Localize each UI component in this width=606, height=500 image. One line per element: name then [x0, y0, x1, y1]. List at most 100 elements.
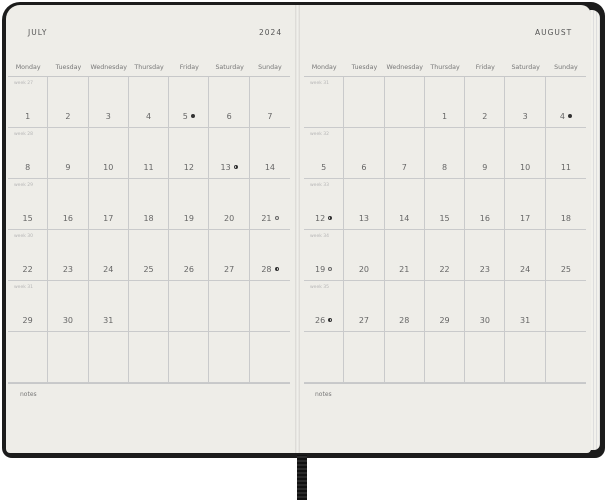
day-cell[interactable]: 11	[545, 128, 587, 179]
day-cell[interactable]: 30	[48, 281, 89, 332]
day-number: 30	[62, 316, 74, 325]
day-cell[interactable]: 20	[344, 230, 385, 281]
day-cell[interactable]: 9	[465, 128, 506, 179]
day-cell[interactable]: 20	[209, 179, 250, 230]
day-cell[interactable]	[384, 77, 425, 128]
day-cell[interactable]	[48, 332, 89, 383]
day-cell[interactable]: 2	[465, 77, 506, 128]
day-cell[interactable]: 27	[209, 230, 250, 281]
month-grid: week 31 1 2 3 4 week 32 5 6 7 8 9 10 11 week 33 12 13 14…	[304, 76, 587, 384]
day-cell[interactable]: 18	[545, 179, 587, 230]
week-number: week 30	[14, 234, 33, 239]
day-cell[interactable]: 11	[128, 128, 170, 179]
day-cell[interactable]: 13	[344, 179, 385, 230]
day-number: 4	[145, 112, 152, 121]
day-cell[interactable]: 28	[384, 281, 425, 332]
day-cell[interactable]	[424, 332, 466, 383]
day-cell[interactable]: 7	[384, 128, 425, 179]
day-cell[interactable]	[465, 332, 506, 383]
day-cell[interactable]: 14	[249, 128, 291, 179]
day-cell[interactable]	[209, 332, 250, 383]
day-cell[interactable]: 29	[424, 281, 466, 332]
day-number: 14	[264, 163, 276, 172]
day-cell[interactable]: 26	[169, 230, 210, 281]
day-cell[interactable]	[209, 281, 250, 332]
day-cell[interactable]: 7	[249, 77, 291, 128]
day-cell[interactable]	[545, 281, 587, 332]
day-cell[interactable]: 10	[505, 128, 546, 179]
week-number: week 29	[14, 183, 33, 188]
day-cell[interactable]: 15	[424, 179, 466, 230]
day-cell[interactable]: 25	[128, 230, 170, 281]
day-cell[interactable]	[8, 332, 49, 383]
last-moon-icon	[274, 267, 279, 271]
day-cell[interactable]: 3	[505, 77, 546, 128]
day-cell[interactable]: 22	[424, 230, 466, 281]
day-number: 23	[62, 265, 74, 274]
day-cell[interactable]: 4	[128, 77, 170, 128]
day-cell[interactable]	[505, 332, 546, 383]
day-cell[interactable]: 24	[505, 230, 546, 281]
day-number: 15	[22, 214, 33, 223]
day-cell[interactable]: 18	[128, 179, 170, 230]
day-cell[interactable]	[88, 332, 129, 383]
day-number: 24	[103, 265, 114, 274]
day-cell[interactable]: 5	[169, 77, 210, 128]
day-cell[interactable]	[169, 332, 210, 383]
day-cell[interactable]: week 28 8	[8, 128, 49, 179]
day-cell[interactable]: week 35 26	[304, 281, 345, 332]
day-cell[interactable]: 31	[505, 281, 546, 332]
day-cell[interactable]	[344, 77, 385, 128]
day-cell[interactable]: 17	[505, 179, 546, 230]
day-cell[interactable]	[128, 332, 170, 383]
day-cell[interactable]: 16	[465, 179, 506, 230]
day-cell[interactable]: 23	[465, 230, 506, 281]
day-cell[interactable]: 31	[88, 281, 129, 332]
day-number: 22	[22, 265, 33, 274]
day-cell[interactable]: 1	[424, 77, 466, 128]
day-cell[interactable]: week 30 22	[8, 230, 49, 281]
day-cell[interactable]: 8	[424, 128, 466, 179]
day-cell[interactable]: 21	[249, 179, 291, 230]
day-cell[interactable]: 13	[209, 128, 250, 179]
day-cell[interactable]: 6	[344, 128, 385, 179]
day-cell[interactable]: 17	[88, 179, 129, 230]
day-cell[interactable]: 14	[384, 179, 425, 230]
weekday-label: Tuesday	[55, 64, 82, 71]
day-cell[interactable]: week 33 12	[304, 179, 345, 230]
day-cell[interactable]: week 34 19	[304, 230, 345, 281]
day-cell[interactable]: 4	[545, 77, 587, 128]
day-cell[interactable]: 23	[48, 230, 89, 281]
day-cell[interactable]: 10	[88, 128, 129, 179]
day-cell[interactable]	[249, 281, 291, 332]
day-cell[interactable]: 27	[344, 281, 385, 332]
day-cell[interactable]: 3	[88, 77, 129, 128]
day-cell[interactable]: 9	[48, 128, 89, 179]
day-cell[interactable]: week 31 29	[8, 281, 49, 332]
day-cell[interactable]: 19	[169, 179, 210, 230]
day-cell[interactable]: 21	[384, 230, 425, 281]
day-cell[interactable]: 2	[48, 77, 89, 128]
day-cell[interactable]	[169, 281, 210, 332]
day-cell[interactable]: 25	[545, 230, 587, 281]
day-cell[interactable]: 28	[249, 230, 291, 281]
day-cell[interactable]	[249, 332, 291, 383]
day-cell[interactable]: week 27 1	[8, 77, 49, 128]
day-cell[interactable]: week 31	[304, 77, 345, 128]
day-cell[interactable]: 12	[169, 128, 210, 179]
day-cell[interactable]	[384, 332, 425, 383]
bookmark-ribbon[interactable]	[297, 455, 307, 500]
notes-label: notes	[315, 391, 332, 398]
day-cell[interactable]: 30	[465, 281, 506, 332]
day-number: 13	[220, 163, 231, 172]
day-cell[interactable]: 6	[209, 77, 250, 128]
day-cell[interactable]	[128, 281, 170, 332]
day-cell[interactable]: 16	[48, 179, 89, 230]
day-cell[interactable]	[344, 332, 385, 383]
day-cell[interactable]	[304, 332, 345, 383]
day-cell[interactable]: week 29 15	[8, 179, 49, 230]
day-cell[interactable]: 24	[88, 230, 129, 281]
weekday-header: Monday Tuesday Wednesday Thursday Friday Satu…	[8, 64, 290, 71]
day-cell[interactable]: week 32 5	[304, 128, 345, 179]
day-cell[interactable]	[545, 332, 587, 383]
